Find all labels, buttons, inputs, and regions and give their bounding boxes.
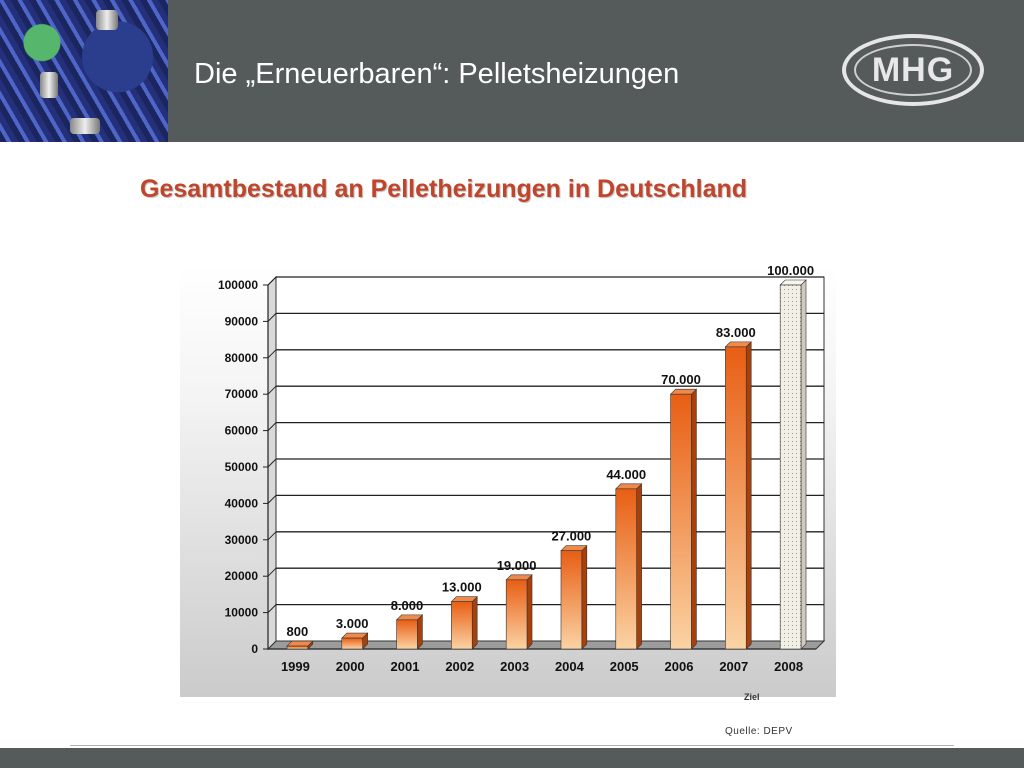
y-tick-label: 100000 [218, 278, 258, 292]
source-note: Quelle: DEPV [725, 726, 793, 737]
x-tick-label: 2008 [774, 659, 803, 674]
bar-top [669, 388, 698, 395]
bar-side [745, 341, 752, 650]
data-label: 8.000 [391, 598, 424, 613]
data-label: 83.000 [716, 325, 756, 340]
x-tick-label: 2004 [555, 659, 585, 674]
data-label: 27.000 [552, 529, 592, 544]
data-label: 13.000 [442, 580, 482, 595]
bar [286, 645, 309, 650]
logo-text: MHG [871, 51, 955, 89]
bar [341, 637, 363, 650]
bar-top [286, 640, 314, 647]
x-tick-label: 1999 [281, 659, 310, 674]
x-tick-label: 2002 [445, 659, 474, 674]
y-tick-label: 90000 [225, 314, 259, 328]
bar [396, 619, 418, 650]
bar [451, 601, 473, 650]
x-tick-label: 2007 [719, 659, 748, 674]
footer-bar [0, 748, 1024, 768]
gridline-side [267, 458, 277, 468]
data-label: 70.000 [661, 372, 701, 387]
bar-chart: 0 10000 20000 30000 40000 50000 60000 70000 8000… [218, 265, 826, 674]
y-tick-label: 50000 [225, 460, 259, 474]
bar-top [505, 574, 533, 581]
gridline-side [267, 604, 277, 613]
bar-side [471, 595, 478, 650]
bar-top [779, 279, 807, 286]
gridline-side [267, 276, 277, 286]
footer-divider [70, 745, 954, 746]
bar-top [341, 632, 369, 639]
bar [779, 284, 802, 650]
gridline-side [267, 349, 277, 359]
bar-side [691, 388, 697, 650]
y-tick-label: 10000 [225, 606, 259, 620]
bar-side [581, 544, 588, 650]
y-tick-label: 60000 [225, 424, 259, 438]
slide-title: Die „Erneuerbaren“: Pelletsheizungen [194, 58, 680, 90]
data-label: 44.000 [606, 467, 646, 482]
bar [560, 550, 583, 650]
data-label: 19.000 [497, 558, 537, 573]
gridline-side [267, 495, 277, 504]
bar [670, 393, 692, 650]
bar-top [395, 614, 424, 621]
bar-side [526, 574, 533, 650]
y-tick-label: 20000 [225, 569, 259, 583]
gridline-side [267, 313, 277, 322]
data-label: 3.000 [336, 616, 369, 631]
y-tick-label: 30000 [225, 533, 259, 547]
bar-top [615, 483, 643, 490]
y-tick-label: 40000 [225, 496, 259, 510]
mhg-logo: MHG [842, 34, 984, 106]
bar-top [450, 596, 478, 602]
y-tick-label: 80000 [225, 351, 259, 365]
header-photo [0, 0, 168, 142]
gridline-side [267, 531, 277, 541]
slide-header: Die „Erneuerbaren“: Pelletsheizungen MHG [0, 0, 1024, 142]
target-note: Ziel [744, 692, 760, 702]
bar-top [724, 341, 752, 348]
bar-top [560, 545, 588, 552]
bar-side [800, 279, 807, 650]
y-tick-label: 70000 [225, 387, 259, 401]
bar-side [636, 483, 642, 650]
gridline-side [267, 422, 277, 431]
bar [725, 346, 747, 650]
gridline-side [267, 567, 277, 577]
data-label: 100.000 [767, 265, 814, 278]
x-tick-label: 2000 [336, 659, 365, 674]
bar [615, 488, 637, 650]
gridline-side [267, 385, 277, 395]
chart-title: Gesamtbestand an Pelletheizungen in Deut… [140, 175, 748, 203]
data-label: 800 [287, 624, 309, 639]
bar [505, 579, 528, 650]
x-tick-label: 2006 [665, 659, 694, 674]
x-tick-label: 2003 [500, 659, 529, 674]
bar-side [417, 614, 423, 650]
x-tick-label: 2005 [610, 659, 639, 674]
y-tick-label: 0 [251, 642, 258, 656]
x-tick-label: 2001 [391, 659, 420, 674]
